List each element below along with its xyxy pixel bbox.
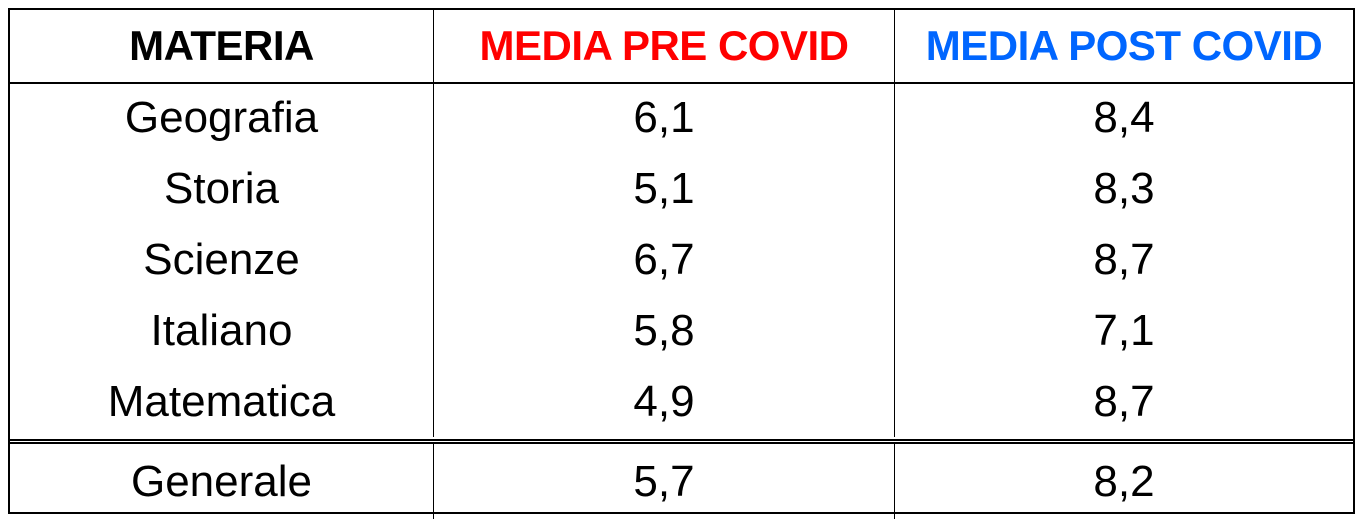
cell-subject: Scienze (143, 234, 300, 284)
header-media-post-covid: MEDIA POST COVID (894, 10, 1353, 82)
cell-pre-covid: 5,8 (433, 295, 894, 366)
averages-table: MATERIA MEDIA PRE COVID MEDIA POST COVID… (8, 8, 1355, 519)
cell-post-covid: 8,7 (894, 224, 1353, 295)
cell-total-pre-covid: 5,7 (433, 444, 894, 519)
cell-pre-covid: 6,1 (433, 82, 894, 153)
table-body: Geografia 6,1 8,4 Storia 5,1 8,3 Scienze… (10, 82, 1353, 439)
cell-pre-covid: 6,7 (433, 224, 894, 295)
cell-pre-covid: 5,1 (433, 153, 894, 224)
cell-subject: Storia (164, 163, 279, 213)
cell-total-post-covid: 8,2 (894, 444, 1353, 519)
cell-subject: Matematica (107, 376, 336, 426)
cell-subject: Geografia (124, 92, 319, 142)
cell-subject: Italiano (150, 305, 293, 355)
table-row: Italiano 5,8 7,1 (10, 295, 1353, 366)
header-materia: MATERIA (129, 22, 314, 69)
table-row: Scienze 6,7 8,7 (10, 224, 1353, 295)
cell-post-covid: 7,1 (894, 295, 1353, 366)
cell-total-label: Generale (130, 456, 312, 506)
cell-post-covid: 8,3 (894, 153, 1353, 224)
cell-post-covid: 8,4 (894, 82, 1353, 153)
table-row: Storia 5,1 8,3 (10, 153, 1353, 224)
cell-pre-covid: 4,9 (433, 366, 894, 437)
table-row: Geografia 6,1 8,4 (10, 82, 1353, 153)
table-row: Matematica 4,9 8,7 (10, 366, 1353, 437)
header-media-pre-covid: MEDIA PRE COVID (433, 10, 894, 82)
cell-post-covid: 8,7 (894, 366, 1353, 437)
table-total-row: Generale 5,7 8,2 (10, 439, 1353, 519)
table-header-row: MATERIA MEDIA PRE COVID MEDIA POST COVID (10, 10, 1353, 84)
